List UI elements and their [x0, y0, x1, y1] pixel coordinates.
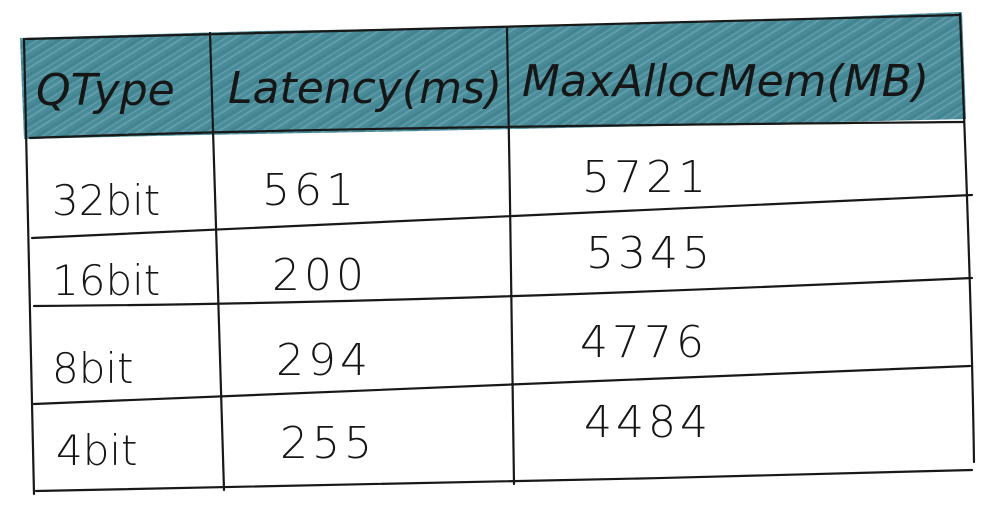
table-grid — [22, 12, 976, 496]
table-cell: 8bit — [52, 344, 134, 393]
table-cell: 255 — [280, 418, 376, 469]
table-body: 32bit 561 5721 16bit 200 5345 8bit 294 4… — [52, 152, 714, 475]
table-cell: 16bit — [52, 256, 160, 305]
table-cell: 32bit — [52, 176, 160, 225]
row-divider-1 — [30, 193, 974, 240]
table-cell: 200 — [272, 250, 368, 301]
table-cell: 561 — [262, 165, 358, 216]
column-divider-2 — [505, 26, 516, 486]
table-cell: 4bit — [56, 426, 138, 475]
column-header: Latency(ms) — [228, 63, 502, 114]
column-header: MaxAllocMem(MB) — [522, 56, 929, 107]
table-cell: 4776 — [580, 317, 708, 368]
header-divider — [28, 120, 966, 140]
table-cell: 5721 — [582, 152, 710, 203]
column-header: QType — [36, 65, 175, 116]
row-divider-3 — [32, 364, 972, 406]
table-cell: 5345 — [586, 228, 714, 279]
table-cell: 4484 — [584, 397, 712, 448]
border-bottom — [34, 468, 974, 493]
border-right — [958, 12, 976, 464]
column-divider-1 — [208, 31, 226, 492]
border-top — [24, 13, 962, 41]
header-band — [20, 12, 966, 139]
header-row: QType Latency(ms) MaxAllocMem(MB) — [36, 56, 929, 116]
table-cell: 294 — [276, 335, 372, 386]
border-left — [22, 37, 36, 496]
row-divider-2 — [32, 276, 974, 308]
